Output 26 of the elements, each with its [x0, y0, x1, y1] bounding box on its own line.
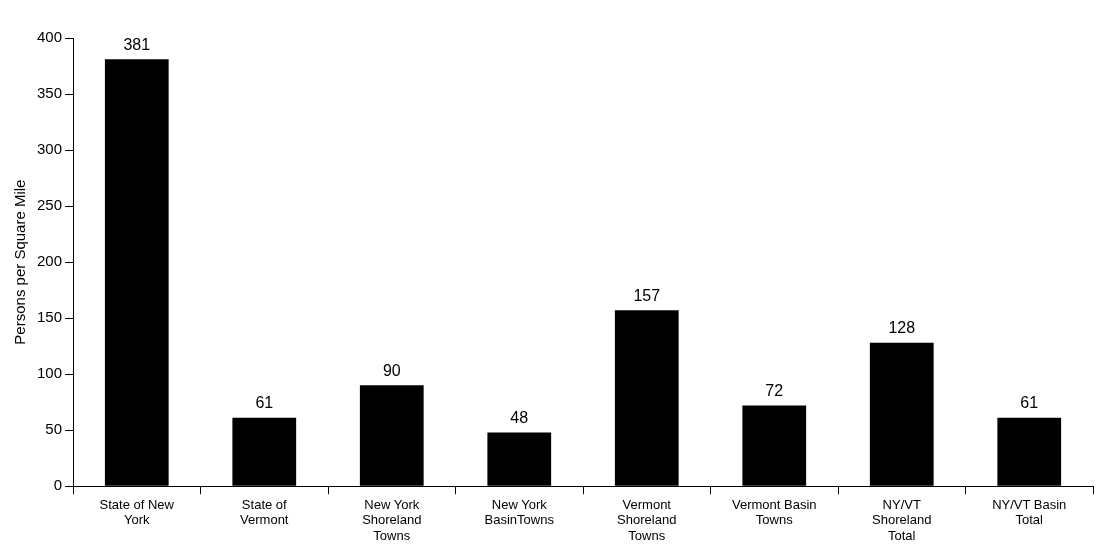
x-tick-label: NY/VT Basin Total — [992, 496, 1067, 528]
x-tick-label: Vermont Basin Towns — [731, 496, 817, 528]
x-tick-label: Vermont Shoreland Towns — [617, 496, 677, 543]
y-tick-label: 150 — [37, 308, 63, 326]
data-label: 61 — [255, 394, 274, 412]
data-label: 381 — [123, 35, 151, 53]
x-tick-label: State of New York — [99, 496, 175, 528]
y-axis-title: Persons per Square Mile — [11, 179, 29, 345]
x-tick-label: State of Vermont — [240, 496, 289, 528]
x-tick-label: New York Shoreland Towns — [362, 496, 422, 543]
data-label: 72 — [765, 381, 784, 399]
x-tick-label: NY/VT Shoreland Total — [872, 496, 932, 543]
y-tick-label: 0 — [53, 476, 63, 494]
x-tick-label: New York BasinTowns — [484, 496, 555, 528]
y-tick-label: 200 — [37, 252, 63, 270]
data-label: 90 — [382, 361, 401, 379]
y-tick-label: 50 — [45, 420, 63, 438]
data-label: 61 — [1020, 394, 1039, 412]
y-tick-label: 400 — [37, 28, 63, 46]
data-label: 128 — [888, 319, 916, 337]
y-tick-label: 350 — [37, 84, 63, 102]
data-label: 48 — [510, 408, 529, 426]
y-tick-label: 250 — [37, 196, 63, 214]
y-tick-label: 100 — [37, 364, 63, 382]
y-tick-label: 300 — [37, 140, 63, 158]
data-label: 157 — [633, 286, 661, 304]
